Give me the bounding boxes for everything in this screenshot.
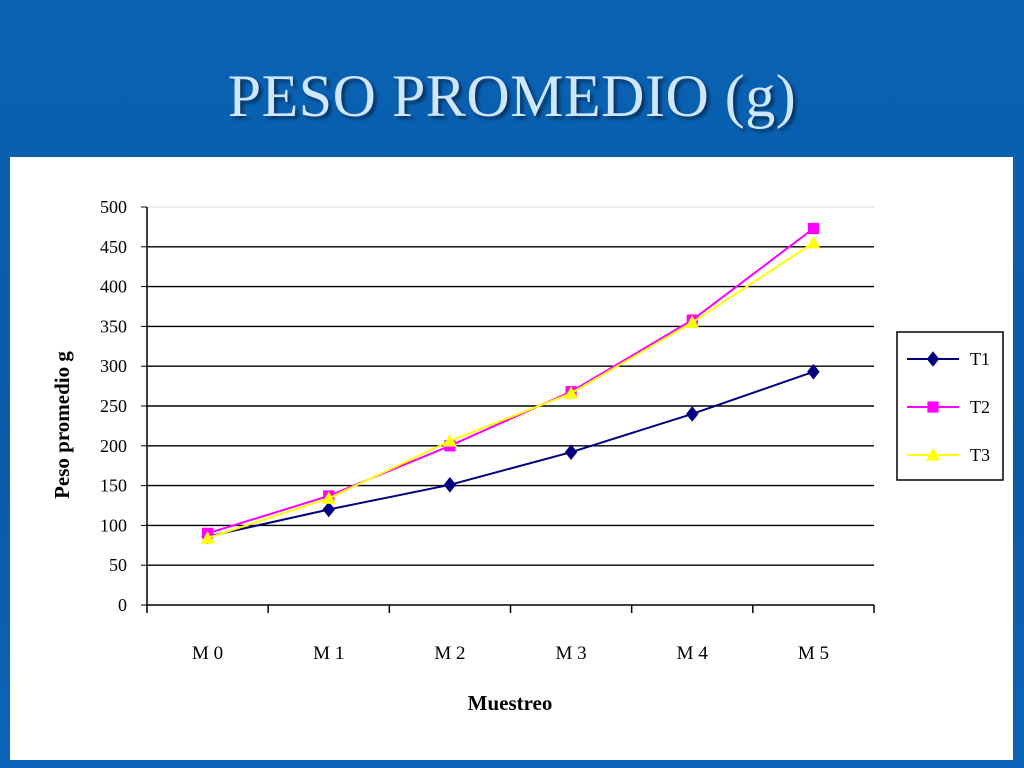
data-point-square <box>807 222 820 235</box>
data-point-diamond <box>564 444 578 460</box>
x-axis-label: Muestreo <box>468 691 553 715</box>
data-point-diamond <box>686 406 699 422</box>
data-point-triangle <box>321 491 336 504</box>
data-point-triangle <box>806 235 821 249</box>
y-tick-label: 500 <box>100 197 127 217</box>
y-tick-label: 50 <box>109 555 127 575</box>
x-tick-labels: M 0 M 1 M 2 M 3 M 4 M 5 <box>146 605 875 664</box>
series-line <box>207 370 814 538</box>
series-t3 <box>200 235 821 544</box>
legend-item: T2 <box>907 397 990 417</box>
series-line <box>207 227 815 535</box>
chart-panel: 0 50 100 150 200 250 300 350 400 450 500 M 0 M 1 M 2… <box>10 157 1013 760</box>
gridlines <box>147 206 874 566</box>
y-tick-label: 250 <box>100 396 127 416</box>
data-point-diamond <box>322 501 335 518</box>
legend-label: T3 <box>970 445 990 465</box>
x-tick-label: M 0 <box>192 643 223 664</box>
x-tick-label: M 4 <box>677 643 709 664</box>
legend-label: T2 <box>970 397 990 417</box>
data-point-diamond <box>807 363 820 380</box>
series-line <box>207 241 814 540</box>
y-tick-label: 100 <box>100 515 127 535</box>
series-t1 <box>201 363 820 545</box>
y-tick-label: 450 <box>100 237 127 257</box>
data-point-triangle <box>926 448 940 461</box>
x-tick-label: M 3 <box>556 643 587 664</box>
legend: T1 T2 T3 <box>896 331 1004 481</box>
y-tick-label: 400 <box>100 277 127 297</box>
x-tick-label: M 5 <box>798 643 829 664</box>
data-point-triangle <box>442 434 457 447</box>
legend-item: T3 <box>907 445 990 465</box>
data-point-triangle <box>564 386 579 399</box>
data-point-triangle <box>685 315 700 329</box>
y-tick-label: 0 <box>118 595 127 615</box>
data-point-diamond <box>926 351 940 367</box>
y-axis-label: Peso promedio g <box>50 351 74 499</box>
y-tick-label: 200 <box>100 436 127 456</box>
series-lines <box>200 222 821 545</box>
x-tick-label: M 1 <box>313 643 344 664</box>
slide-title: PESO PROMEDIO (g) <box>227 63 797 129</box>
y-tick-labels: 0 50 100 150 200 250 300 350 400 450 500 <box>100 197 147 615</box>
x-tick-label: M 2 <box>434 643 465 664</box>
line-chart: 0 50 100 150 200 250 300 350 400 450 500 M 0 M 1 M 2… <box>50 197 1004 715</box>
y-tick-label: 350 <box>100 316 127 336</box>
data-point-square <box>927 401 939 413</box>
legend-label: T1 <box>970 349 990 369</box>
y-tick-label: 300 <box>100 356 127 376</box>
legend-item: T1 <box>907 349 990 369</box>
data-point-diamond <box>443 477 457 493</box>
series-t2 <box>201 222 820 539</box>
data-point-triangle <box>200 531 215 544</box>
y-tick-label: 150 <box>100 476 127 496</box>
